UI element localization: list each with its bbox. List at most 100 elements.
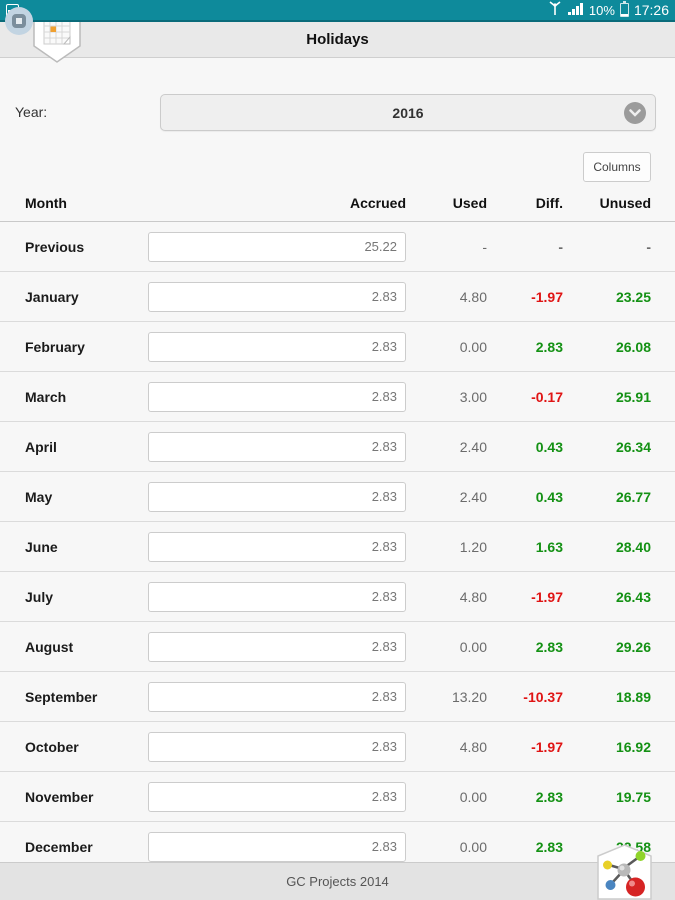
unused-value: 16.92 <box>615 738 651 755</box>
used-value: 3.00 <box>459 388 487 405</box>
unused-value: 28.40 <box>615 538 651 555</box>
unused-value: 25.91 <box>615 388 651 405</box>
used-value: - <box>482 238 487 255</box>
table-row: May 2.40 0.43 26.77 <box>0 472 675 522</box>
diff-value: -1.97 <box>531 288 563 305</box>
used-value: 4.80 <box>459 738 487 755</box>
table-row: November 0.00 2.83 19.75 <box>0 772 675 822</box>
diff-value: -1.97 <box>531 738 563 755</box>
month-label: Previous <box>25 238 85 255</box>
used-value: 4.80 <box>459 588 487 605</box>
header-diff: Diff. <box>535 195 563 211</box>
diff-value: 0.43 <box>535 438 563 455</box>
table-row: April 2.40 0.43 26.34 <box>0 422 675 472</box>
accrued-input[interactable] <box>148 581 406 612</box>
month-label: June <box>25 538 58 555</box>
header-unused: Unused <box>599 195 651 211</box>
month-label: October <box>25 738 79 755</box>
columns-row: Columns <box>0 152 675 182</box>
used-value: 0.00 <box>459 788 487 805</box>
app-header: Holidays <box>0 22 675 58</box>
accrued-input[interactable] <box>148 831 406 862</box>
diff-value: -10.37 <box>523 688 563 705</box>
battery-percent: 10% <box>588 2 615 18</box>
table-row: September 13.20 -10.37 18.89 <box>0 672 675 722</box>
month-label: November <box>25 788 94 805</box>
month-label: May <box>25 488 53 505</box>
accrued-input[interactable] <box>148 781 406 812</box>
month-label: September <box>25 688 98 705</box>
used-value: 0.00 <box>459 338 487 355</box>
used-value: 2.40 <box>459 438 487 455</box>
accrued-input[interactable] <box>148 531 406 562</box>
diff-value: -1.97 <box>531 588 563 605</box>
unused-value: 18.89 <box>615 688 651 705</box>
unused-value: 26.43 <box>615 588 651 605</box>
signal-icon <box>567 2 584 19</box>
used-value: 0.00 <box>459 838 487 855</box>
accrued-input[interactable] <box>148 281 406 312</box>
unused-value: - <box>646 238 651 255</box>
diff-value: 2.83 <box>535 638 563 655</box>
header-accrued: Accrued <box>349 195 406 211</box>
columns-button[interactable]: Columns <box>583 152 651 182</box>
diff-value: 1.63 <box>535 538 563 555</box>
accrued-input[interactable] <box>148 681 406 712</box>
used-value: 0.00 <box>459 638 487 655</box>
used-value: 4.80 <box>459 288 487 305</box>
year-dropdown[interactable]: 2016 <box>160 94 656 131</box>
diff-value: -0.17 <box>531 388 563 405</box>
month-label: April <box>25 438 57 455</box>
year-value: 2016 <box>392 104 424 121</box>
header-month: Month <box>25 195 67 211</box>
table-row: August 0.00 2.83 29.26 <box>0 622 675 672</box>
used-value: 13.20 <box>451 688 487 705</box>
diff-value: 2.83 <box>535 788 563 805</box>
home-circle-button[interactable] <box>5 7 33 35</box>
accrued-input[interactable] <box>148 431 406 462</box>
diff-value: 0.43 <box>535 488 563 505</box>
table-row: July 4.80 -1.97 26.43 <box>0 572 675 622</box>
accrued-input[interactable] <box>148 731 406 762</box>
accrued-input[interactable] <box>148 481 406 512</box>
month-label: August <box>25 638 74 655</box>
used-value: 1.20 <box>459 538 487 555</box>
header-used: Used <box>452 195 487 211</box>
unused-value: 23.25 <box>615 288 651 305</box>
status-bar: 10% 17:26 <box>0 0 675 22</box>
page-title: Holidays <box>306 31 369 48</box>
table-body: Previous - - - January 4.80 -1.97 23.25 … <box>0 222 675 872</box>
table-row: October 4.80 -1.97 16.92 <box>0 722 675 772</box>
diff-value: 2.83 <box>535 838 563 855</box>
unused-value: 19.75 <box>615 788 651 805</box>
accrued-input[interactable] <box>148 231 406 262</box>
unused-value: 26.34 <box>615 438 651 455</box>
unused-value: 26.77 <box>615 488 651 505</box>
table-header: Month Accrued Used Diff. Unused <box>0 182 675 222</box>
battery-icon <box>619 1 629 17</box>
footer-bar: GC Projects 2014 <box>0 862 675 900</box>
month-label: January <box>25 288 79 305</box>
accrued-input[interactable] <box>148 331 406 362</box>
main-content: Year: 2016 Columns Month Accrued Used Di… <box>0 58 675 900</box>
accrued-input[interactable] <box>148 381 406 412</box>
molecule-badge-logo <box>597 844 652 900</box>
home-circle-icon <box>12 14 26 28</box>
table-row: February 0.00 2.83 26.08 <box>0 322 675 372</box>
table-row: June 1.20 1.63 28.40 <box>0 522 675 572</box>
accrued-input[interactable] <box>148 631 406 662</box>
table-row: Previous - - - <box>0 222 675 272</box>
diff-value: - <box>558 238 563 255</box>
footer-text: GC Projects 2014 <box>286 874 389 889</box>
chevron-down-icon <box>624 102 646 124</box>
year-selector-row: Year: 2016 <box>0 94 675 131</box>
month-label: December <box>25 838 93 855</box>
table-row: March 3.00 -0.17 25.91 <box>0 372 675 422</box>
unused-value: 26.08 <box>615 338 651 355</box>
month-label: July <box>25 588 54 605</box>
month-label: February <box>25 338 85 355</box>
month-label: March <box>25 388 67 405</box>
unused-value: 29.26 <box>615 638 651 655</box>
used-value: 2.40 <box>459 488 487 505</box>
diff-value: 2.83 <box>535 338 563 355</box>
